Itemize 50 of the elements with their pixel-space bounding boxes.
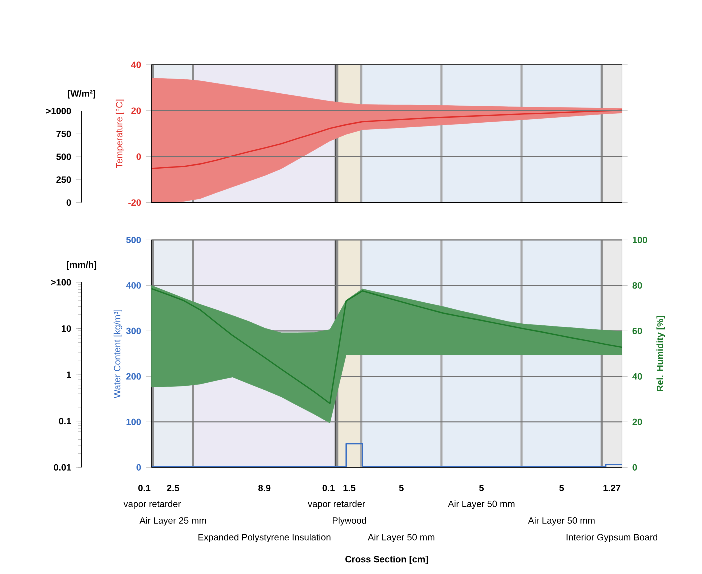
text: 0.1: [138, 485, 151, 492]
y-tick-label: 300: [126, 328, 142, 334]
text: Air Layer 50 mm: [448, 500, 515, 510]
y2-tick-label: 40: [632, 373, 642, 380]
x-axis-title: Cross Section [cm]: [346, 556, 428, 564]
y2-axis-title: Rel. Humidity [%]: [656, 316, 666, 392]
y-tick-label: 0: [136, 154, 142, 160]
y-tick-label: 0: [136, 464, 142, 471]
y2-tick-label: 20: [632, 418, 642, 426]
text: 5: [560, 485, 564, 492]
text: Air Layer 50 mm: [528, 517, 595, 526]
text: Air Layer 25 mm: [140, 517, 206, 526]
y-tick-label: 100: [126, 418, 142, 426]
text: 2.5: [167, 485, 180, 492]
y-tick-label: -20: [128, 200, 142, 206]
text: Air Layer 50 mm: [368, 534, 435, 543]
text: 5: [479, 485, 484, 492]
y3-axis-title: [W/m²]: [68, 90, 96, 99]
text: vapor retarder: [308, 500, 366, 510]
y3-tick-label: 250: [56, 176, 72, 184]
y3-tick-label: >100: [51, 279, 72, 286]
y3-tick-label: 750: [56, 130, 72, 138]
y3-tick-label: 500: [56, 154, 72, 160]
y-axis-title: Water Content [kg/m³]: [114, 310, 122, 398]
text: 8.9: [258, 485, 271, 492]
y-tick-label: 500: [126, 237, 142, 244]
y3-tick-label: 10: [62, 326, 72, 332]
y3-axis-title: [mm/h]: [67, 262, 97, 270]
y3-tick-label: 1: [67, 372, 72, 378]
text: Interior Gypsum Board: [566, 534, 658, 543]
y-axis-title: Temperature [°C]: [116, 100, 125, 168]
text: vapor retarder: [124, 500, 182, 510]
text: 5: [399, 485, 404, 492]
y3-tick-label: 0.1: [59, 418, 72, 425]
y-tick-label: 40: [131, 62, 142, 68]
text: Expanded Polystyrene Insulation: [198, 534, 331, 543]
y3-tick-label: 0: [66, 200, 72, 206]
text: Plywood: [333, 517, 366, 526]
y2-tick-label: 100: [633, 237, 648, 244]
y2-tick-label: 60: [632, 328, 642, 334]
text: 0.1: [322, 485, 335, 492]
text: 1.5: [344, 485, 356, 492]
y-tick-label: 400: [126, 282, 142, 289]
y2-tick-label: 0: [632, 464, 638, 471]
text: 1.27: [604, 485, 621, 492]
y-tick-label: 200: [126, 373, 142, 380]
y3-tick-label: 0.01: [54, 464, 72, 471]
y-tick-label: 20: [132, 108, 142, 114]
y3-tick-label: >1000: [46, 108, 72, 115]
y2-tick-label: 80: [632, 282, 642, 289]
